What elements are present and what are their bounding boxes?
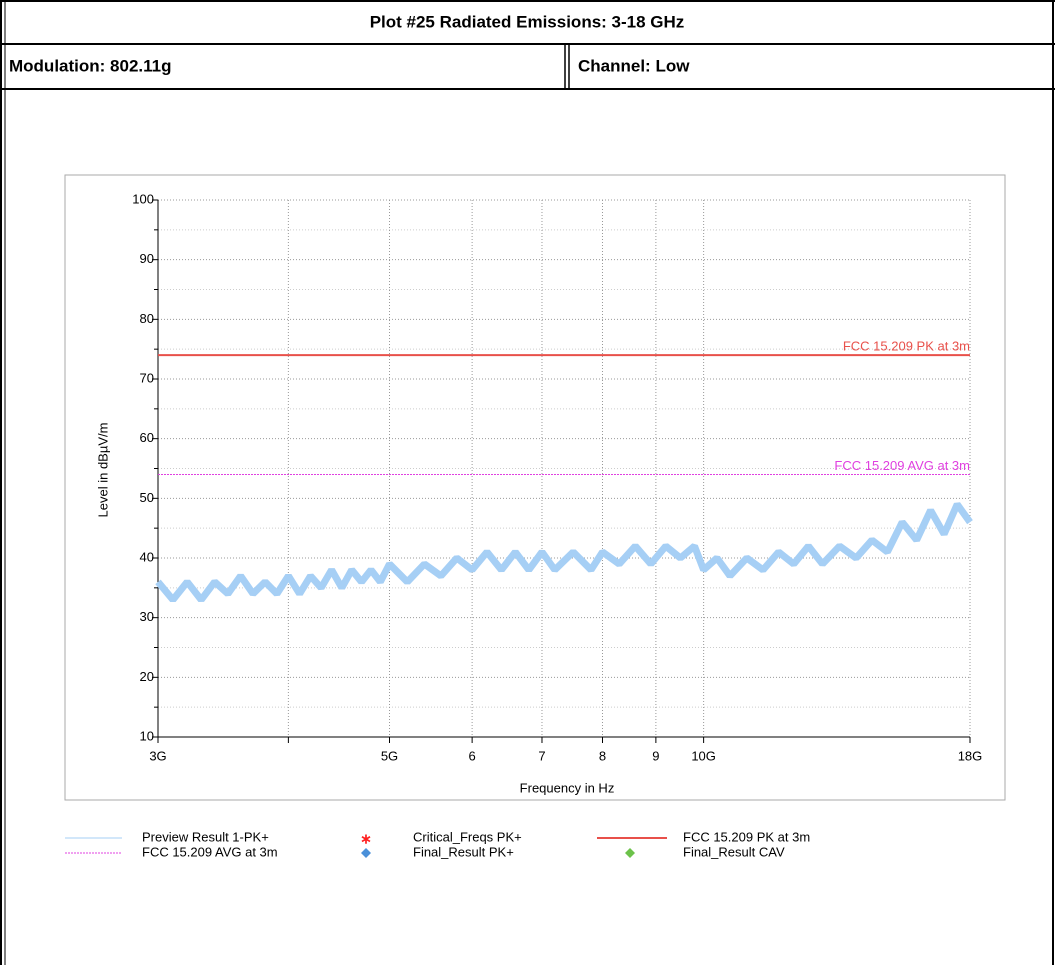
y-tick-label: 30 xyxy=(140,609,154,624)
y-tick-label: 90 xyxy=(140,251,154,266)
legend-label: Critical_Freqs PK+ xyxy=(413,829,522,844)
y-tick-label: 40 xyxy=(140,549,154,564)
legend-label: Final_Result CAV xyxy=(683,844,785,859)
y-tick-label: 80 xyxy=(140,311,154,326)
x-tick-label: 3G xyxy=(149,748,166,763)
x-tick-label: 6 xyxy=(469,748,476,763)
legend-marker xyxy=(361,848,371,858)
x-tick-label: 10G xyxy=(691,748,716,763)
chart-frame xyxy=(64,174,1006,801)
y-tick-label: 100 xyxy=(132,191,154,206)
modulation: Modulation: 802.11g xyxy=(9,56,171,75)
limit-label: FCC 15.209 AVG at 3m xyxy=(834,458,970,473)
y-tick-label: 60 xyxy=(140,430,154,445)
x-tick-label: 5G xyxy=(381,748,398,763)
x-tick-label: 18G xyxy=(958,748,983,763)
x-tick-label: 7 xyxy=(538,748,545,763)
x-axis-label: Frequency in Hz xyxy=(520,780,615,795)
trace xyxy=(155,502,973,603)
legend-marker xyxy=(625,848,635,858)
limit-label: FCC 15.209 PK at 3m xyxy=(843,339,970,354)
y-tick-label: 70 xyxy=(140,370,154,385)
legend-marker: ∗ xyxy=(360,831,372,847)
y-tick-label: 50 xyxy=(140,490,154,505)
legend-label: FCC 15.209 AVG at 3m xyxy=(142,844,278,859)
legend-label: Final_Result PK+ xyxy=(413,844,514,859)
x-tick-label: 9 xyxy=(652,748,659,763)
y-tick-label: 10 xyxy=(140,728,154,743)
plot-title: Plot #25 Radiated Emissions: 3-18 GHz xyxy=(370,12,685,31)
y-axis-label: Level in dBµV/m xyxy=(95,423,110,518)
y-tick-label: 20 xyxy=(140,669,154,684)
x-tick-label: 8 xyxy=(599,748,606,763)
legend-label: FCC 15.209 PK at 3m xyxy=(683,829,810,844)
legend-label: Preview Result 1-PK+ xyxy=(142,829,269,844)
channel: Channel: Low xyxy=(578,56,690,75)
